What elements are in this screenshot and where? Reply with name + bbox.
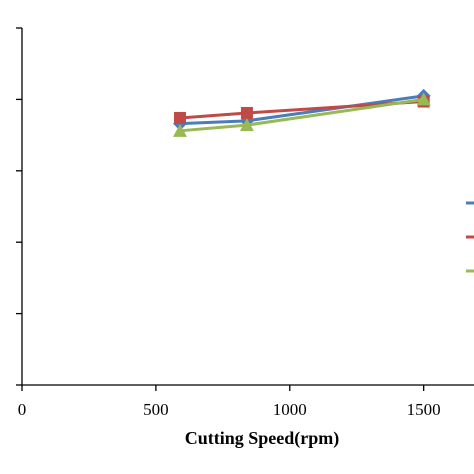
ticks: 0 500 1000 1500	[16, 27, 441, 419]
data-point-square	[173, 111, 186, 124]
x-tick-label: 1500	[407, 400, 441, 419]
axes	[21, 28, 474, 386]
x-axis-title: Cutting Speed(rpm)	[185, 428, 340, 449]
legend	[466, 201, 474, 273]
data-point-triangle	[416, 92, 431, 106]
data-point-triangle	[239, 118, 254, 132]
series-3	[172, 92, 431, 137]
data-point-square	[240, 106, 253, 119]
x-tick-label: 1000	[273, 400, 307, 419]
x-tick-label: 0	[18, 400, 27, 419]
data-point-triangle	[172, 123, 187, 137]
series-layer	[172, 88, 431, 137]
x-tick-label: 500	[143, 400, 169, 419]
